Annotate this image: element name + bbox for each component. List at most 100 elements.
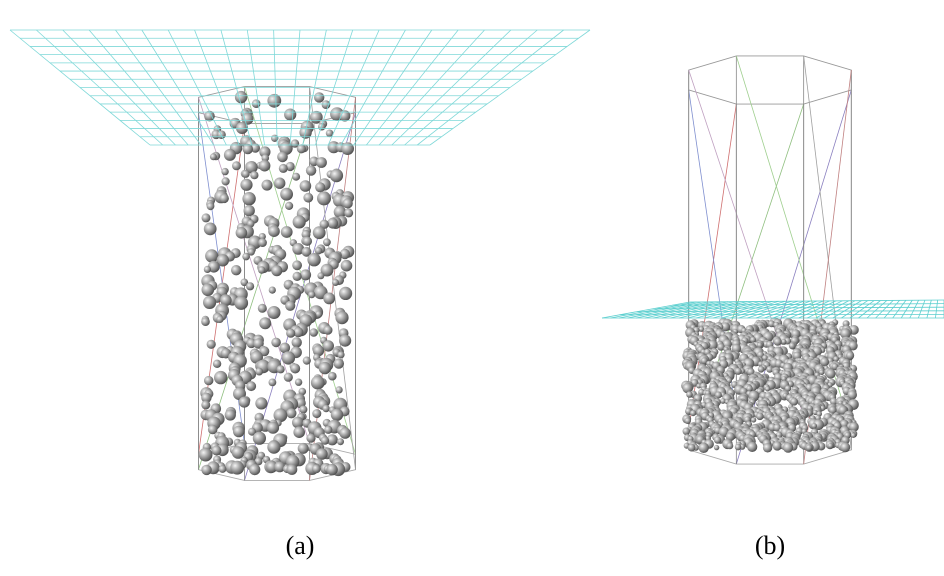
particle — [303, 237, 312, 246]
grid-line — [816, 301, 849, 318]
particle — [747, 442, 757, 452]
particle — [763, 443, 772, 452]
particle — [828, 443, 834, 449]
grid-line — [901, 300, 912, 318]
panel-a — [10, 30, 590, 480]
particle — [286, 408, 296, 418]
particle — [246, 381, 256, 391]
particle — [232, 446, 245, 459]
particle — [292, 417, 304, 429]
particle — [207, 340, 216, 349]
particle — [292, 337, 302, 347]
particle — [781, 339, 786, 344]
particle — [212, 446, 222, 456]
particle — [335, 311, 348, 324]
grid-line — [918, 300, 925, 318]
particle — [269, 287, 276, 294]
particle — [323, 326, 332, 335]
particle — [300, 180, 312, 192]
particle — [341, 142, 354, 155]
particle — [258, 238, 267, 247]
particle — [303, 193, 313, 203]
panel-label: (a) — [286, 531, 315, 560]
grid-line — [935, 300, 937, 318]
grid-line — [841, 301, 867, 318]
particle — [243, 144, 253, 154]
particle — [282, 351, 295, 364]
particle — [344, 208, 353, 217]
particle — [287, 464, 298, 475]
particle — [773, 441, 782, 450]
particle — [323, 238, 331, 246]
particle — [246, 282, 254, 290]
grid-line — [927, 300, 931, 318]
particle — [685, 418, 691, 424]
figure: (a) (b) — [0, 0, 944, 576]
particle — [293, 272, 302, 281]
particle — [231, 265, 241, 275]
particle — [336, 386, 343, 393]
particle — [293, 426, 305, 438]
particle — [242, 170, 250, 178]
particle — [210, 153, 217, 160]
particle — [269, 379, 277, 387]
particle — [314, 92, 324, 102]
particle — [757, 342, 763, 348]
particle — [851, 433, 856, 438]
particle — [201, 317, 210, 326]
particle — [300, 269, 311, 280]
particle — [268, 225, 280, 237]
particle — [258, 266, 265, 273]
particle — [295, 379, 302, 386]
particle — [714, 445, 719, 450]
particle — [292, 173, 300, 181]
particle — [327, 218, 338, 229]
particle — [306, 165, 316, 175]
grid-line — [690, 300, 944, 302]
particle — [285, 301, 295, 311]
particle — [225, 409, 236, 420]
particle — [219, 465, 227, 473]
particle — [255, 368, 263, 376]
particle — [316, 157, 327, 168]
particle — [690, 410, 696, 416]
particle — [323, 340, 334, 351]
particle — [249, 464, 260, 475]
particle — [204, 266, 211, 273]
panel-label: (b) — [755, 531, 785, 560]
particle — [230, 461, 244, 475]
particle — [322, 100, 331, 109]
particle — [259, 160, 271, 172]
particle — [220, 194, 229, 203]
particle — [242, 192, 255, 205]
particle — [258, 304, 267, 313]
particle — [202, 284, 215, 297]
particle — [840, 442, 850, 452]
particle — [286, 329, 295, 338]
particle — [330, 169, 343, 182]
particle — [201, 400, 210, 409]
particle — [306, 434, 315, 443]
grid-line — [910, 300, 919, 318]
particle — [699, 443, 709, 453]
particle — [213, 360, 221, 368]
particle — [216, 316, 223, 323]
particle — [280, 188, 293, 201]
prism-top — [689, 56, 852, 104]
grid-line — [884, 300, 899, 318]
particle — [290, 364, 300, 374]
particle — [683, 428, 691, 436]
particle — [204, 376, 213, 385]
particle — [201, 465, 211, 475]
particle — [292, 260, 302, 270]
particle — [819, 370, 824, 375]
particle — [339, 287, 352, 300]
particle — [319, 362, 331, 374]
particle — [297, 144, 306, 153]
particle — [293, 215, 306, 228]
particle — [315, 182, 325, 192]
particle — [284, 373, 293, 382]
particle — [235, 91, 247, 103]
particle — [222, 177, 230, 185]
particle — [271, 265, 282, 276]
